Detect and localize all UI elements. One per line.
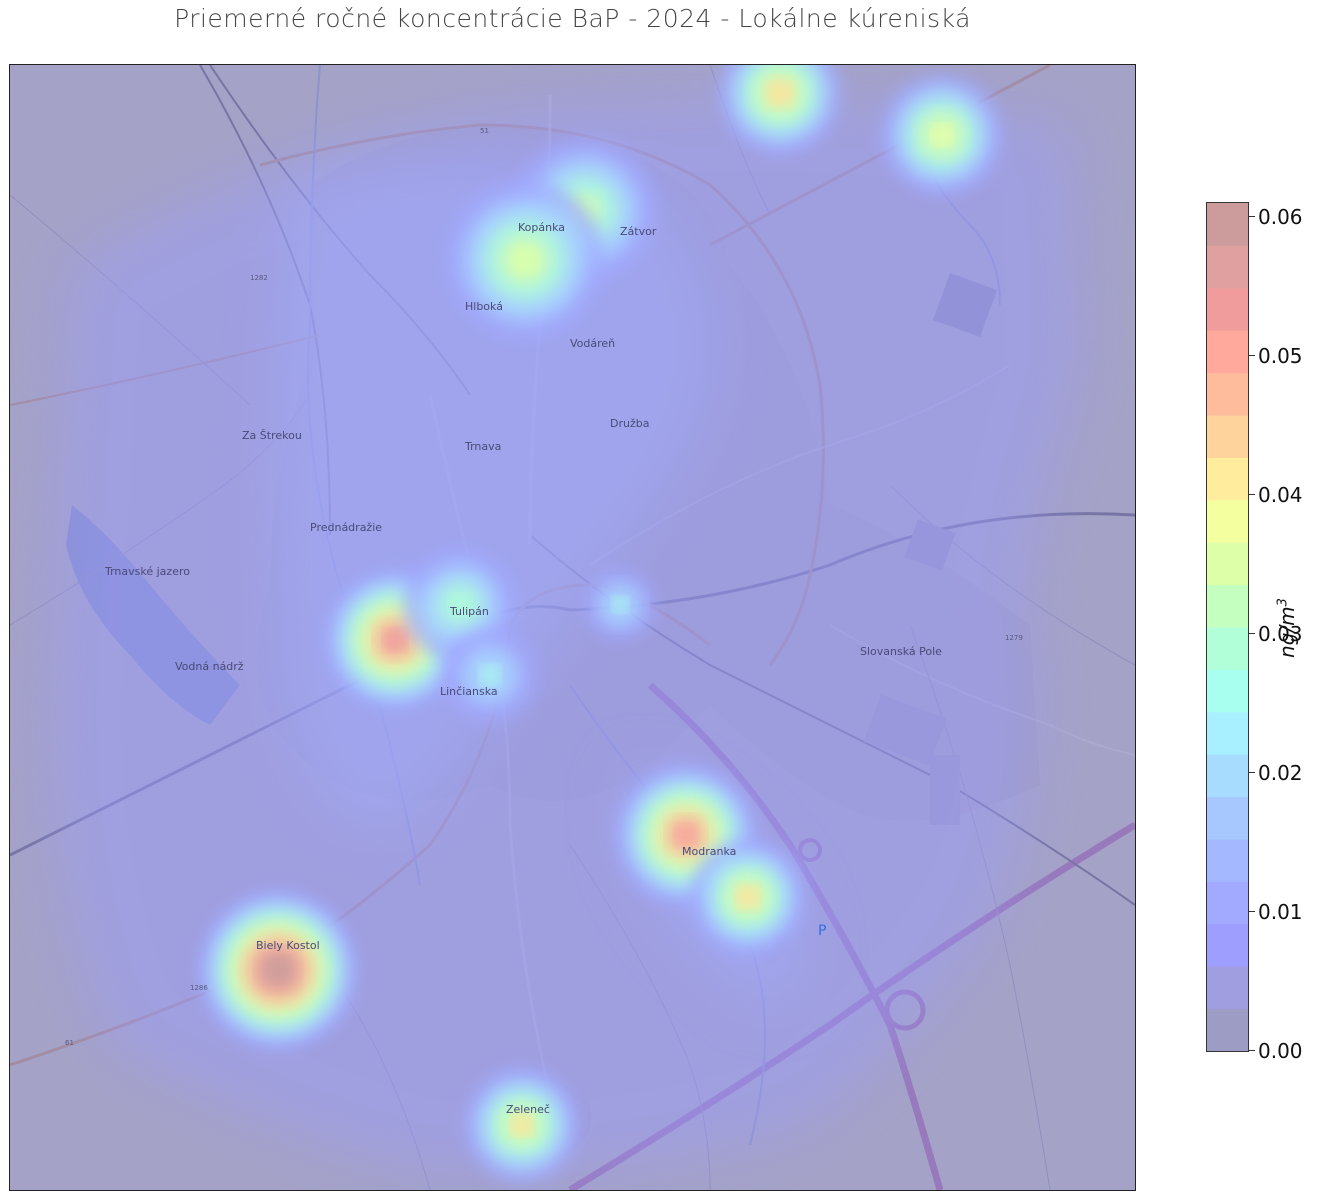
road-1282: 1282 [250,274,268,282]
label-modranka: Modranka [682,845,736,858]
colorbar-band [1207,457,1248,501]
parking-icon: P [818,923,826,939]
colorbar-band [1207,839,1248,882]
road-1279: 1279 [1005,634,1023,642]
road-1286: 1286 [190,984,208,992]
hotspot-core [933,126,951,144]
colorbar-band [1207,1008,1248,1051]
colorbar-band [1207,287,1248,331]
label-zelenec: Zeleneč [506,1103,550,1116]
colorbar-band [1207,966,1248,1010]
tick-mark [1249,493,1255,495]
concentration-map[interactable]: Trnava Kopánka Zátvor Tulipán Družba Vod… [10,65,1135,1190]
colorbar-gradient [1207,203,1248,1051]
label-linc: Linčianska [440,685,498,698]
colorbar-band [1207,245,1248,289]
hotspot-kopanka-south [445,180,605,340]
hotspot-core [676,825,696,845]
label-druzba: Družba [610,417,649,430]
hotspot-core [513,1116,531,1134]
label-hlboka: Hlboká [465,300,503,313]
label-biely-kostol: Biely Kostol [256,939,320,952]
colorbar-band [1207,669,1248,713]
tick-label: 0.06 [1258,204,1303,229]
hotspot-biely-kostol [198,890,358,1050]
label-trnava: Trnava [464,440,501,453]
map-panel[interactable]: Trnava Kopánka Zátvor Tulipán Družba Vod… [9,64,1136,1191]
hotspot-core [267,959,289,981]
label-vodna-nadrz: Vodná nádrž [175,660,244,673]
hotspot-north-village-2 [881,74,1003,196]
hotspot-core [451,596,469,614]
tick-mark [1249,215,1255,217]
colorbar-label: ng/m3 [1275,588,1301,668]
colorbar-band [1207,627,1248,670]
tick-label: 0.05 [1258,343,1303,368]
tick-label: 0.02 [1258,760,1303,785]
colorbar-band [1207,584,1248,628]
label-trnavske-jazero: Trnavské jazero [104,565,190,578]
tick-mark [1249,354,1255,356]
hotspot-linc [443,628,537,722]
hotspot-tulipan-north [403,548,517,662]
hotspot-core [513,248,537,272]
tick-mark [1249,771,1255,773]
colorbar-band [1207,203,1248,246]
colorbar-band [1207,796,1248,840]
tick-mark [1249,910,1255,912]
colorbar-band [1207,499,1248,543]
colorbar-band [1207,542,1248,586]
hotspot-zeleneč [464,1067,580,1183]
colorbar-band [1207,330,1248,374]
label-slovanska: Slovanská Pole [860,645,942,658]
hotspot-core [385,630,405,650]
chart-title: Priemerné ročné koncentrácie BaP - 2024 … [174,4,971,33]
hotspot-modranka-2 [689,838,807,956]
hotspot-core [739,888,757,906]
tick-label: 0.01 [1258,899,1303,924]
colorbar-band [1207,372,1248,416]
tick-mark [1249,1050,1255,1051]
colorbar-unit-exponent: 3 [1275,598,1291,607]
label-tulipan: Tulipán [449,605,489,618]
hotspot-center-east [584,569,656,641]
label-kopanka: Kopánka [518,221,565,234]
label-prednadrazie: Prednádražie [310,521,382,534]
hotspot-core [482,667,498,683]
hotspot-core [614,599,626,611]
colorbar-band [1207,923,1248,967]
label-zastrekov: Za Štrekou [242,429,302,442]
colorbar-band [1207,711,1248,755]
road-51: 51 [480,127,489,135]
colorbar-band [1207,415,1248,458]
label-vodarna: Vodáreň [570,337,615,350]
colorbar-unit: ng/m [1275,606,1299,658]
tick-label: 0.04 [1258,482,1303,507]
road-61: 61 [65,1039,74,1047]
colorbar-band [1207,881,1248,925]
tick-label: 0.03 [1258,621,1303,646]
hotspot-layer [198,65,1003,1183]
colorbar [1206,202,1249,1052]
map-labels: Trnava Kopánka Zátvor Tulipán Družba Vod… [65,127,1023,1116]
label-zatvor: Zátvor [620,225,657,238]
tick-label: 0.00 [1258,1039,1303,1063]
concentration-overlay [10,65,1135,1190]
tick-mark [1249,632,1255,634]
hotspot-core [771,84,789,102]
colorbar-band [1207,754,1248,798]
hotspot-north-village-1 [718,65,842,155]
